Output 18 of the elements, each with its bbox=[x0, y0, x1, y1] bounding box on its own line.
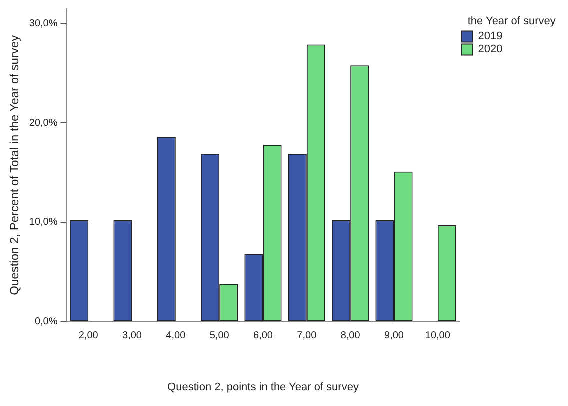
x-tick-label: 10,00 bbox=[425, 330, 451, 342]
x-tick-label: 6,00 bbox=[254, 330, 274, 342]
y-axis-title: Question 2, Percent of Total in the Year of survey bbox=[8, 35, 22, 296]
x-tick-label: 7,00 bbox=[297, 330, 318, 342]
y-tick-label: 10,0% bbox=[29, 217, 58, 228]
x-axis-title: Question 2, points in the Year of survey bbox=[168, 381, 360, 394]
y-tick-label: 0,0% bbox=[34, 316, 58, 328]
legend-title: the Year of survey bbox=[468, 16, 556, 28]
x-tick-label: 9,00 bbox=[384, 330, 404, 342]
x-tick-label: 3,00 bbox=[122, 330, 142, 342]
x-tick-label: 2,00 bbox=[78, 330, 99, 342]
legend-label: 2020 bbox=[478, 44, 503, 56]
x-tick-label: 5,00 bbox=[210, 330, 230, 342]
legend-label: 2019 bbox=[478, 30, 503, 43]
y-tick-label: 30,0% bbox=[29, 18, 58, 30]
x-tick-label: 8,00 bbox=[340, 330, 361, 342]
y-tick-label: 20,0% bbox=[29, 118, 58, 129]
x-tick-label: 4,00 bbox=[166, 330, 186, 342]
